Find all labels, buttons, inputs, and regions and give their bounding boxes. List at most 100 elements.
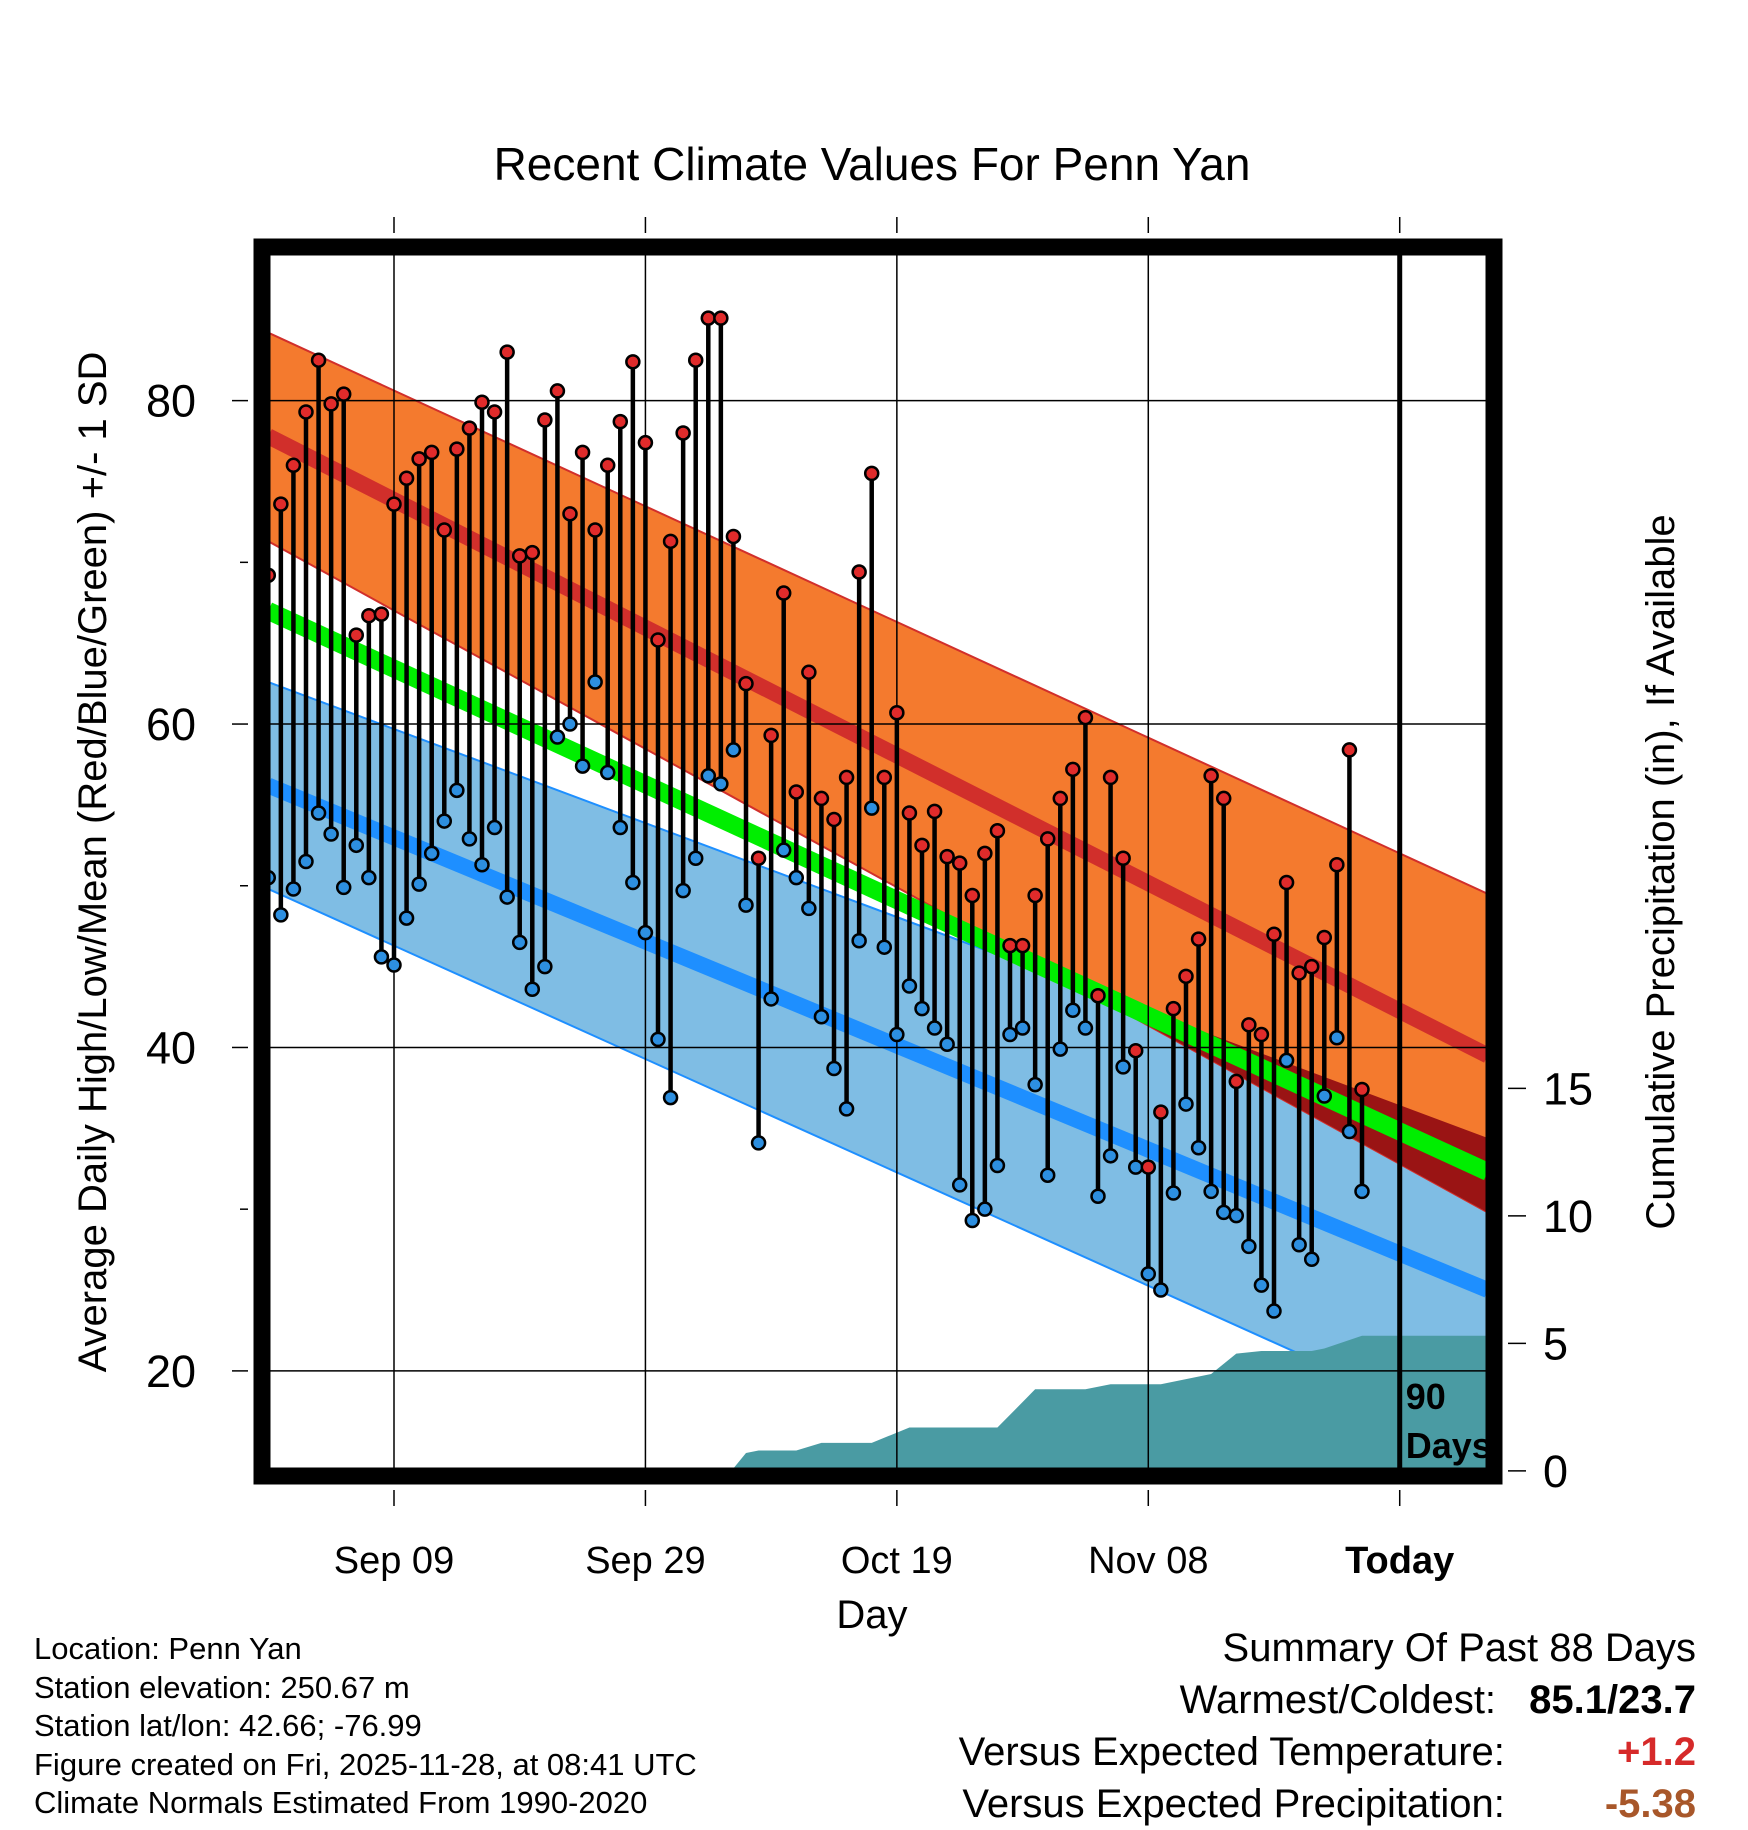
daily-low-point (1102, 1148, 1119, 1164)
temp-dev-row: Versus Expected Temperature: +1.2 (959, 1726, 1696, 1778)
daily-low-point (599, 764, 616, 781)
daily-high-point (1153, 1104, 1169, 1120)
daily-low-point (524, 981, 541, 998)
daily-low-point (423, 845, 440, 862)
daily-low-point (914, 1000, 930, 1017)
daily-high-point (1014, 937, 1031, 954)
daily-high-point (398, 470, 415, 486)
daily-low-point (1039, 1167, 1056, 1183)
daily-low-point (1014, 1020, 1031, 1036)
low-normal-line (265, 778, 1491, 1298)
daily-low-point (1253, 1277, 1270, 1293)
precip-dev-label: Versus Expected Precipitation: (962, 1782, 1505, 1826)
daily-high-point (612, 413, 629, 430)
daily-high-point (273, 496, 289, 512)
daily-high-point (1027, 887, 1043, 904)
daily-low-point (901, 978, 918, 994)
warm-cold-row: Warmest/Coldest: 85.1/23.7 (959, 1674, 1696, 1726)
y-tick-label: 40 (146, 1022, 196, 1073)
created-line: Figure created on Fri, 2025-11-28, at 08… (34, 1746, 697, 1782)
daily-high-point (562, 506, 578, 522)
daily-high-point (411, 451, 427, 467)
x-tick-label: Today (1345, 1540, 1454, 1582)
elevation-line: Station elevation: 250.67 m (34, 1669, 410, 1705)
daily-low-point (1153, 1282, 1169, 1298)
daily-high-point (1203, 768, 1219, 784)
precip-dev-row: Versus Expected Precipitation: -5.38 (959, 1778, 1696, 1830)
daily-low-point (1127, 1159, 1144, 1175)
daily-high-point (474, 394, 490, 410)
daily-high-point (1291, 965, 1307, 981)
daily-high-point (1102, 769, 1119, 786)
warm-cold-value: 85.1/23.7 (1529, 1678, 1696, 1722)
daily-high-point (1140, 1159, 1157, 1175)
daily-high-point (1215, 790, 1232, 807)
x-tick-label: Nov 08 (1088, 1540, 1208, 1582)
daily-low-point (323, 826, 339, 842)
latlon-line: Station lat/lon: 42.66; -76.99 (34, 1708, 422, 1743)
daily-high-point (310, 352, 327, 368)
daily-high-point (876, 769, 893, 786)
daily-high-point (675, 425, 691, 441)
daily-low-point (775, 842, 792, 858)
daily-high-point (1077, 709, 1094, 726)
temp-dev-value: +1.2 (1617, 1730, 1696, 1774)
daily-low-point (1203, 1183, 1219, 1200)
daily-high-point (1228, 1073, 1245, 1090)
daily-low-point (1228, 1207, 1245, 1224)
daily-high-point (1266, 926, 1282, 943)
daily-high-point (511, 548, 528, 564)
y2-tick-label: 5 (1543, 1318, 1568, 1369)
daily-low-point (335, 879, 352, 896)
daily-low-point (1354, 1183, 1370, 1200)
daily-low-point (562, 716, 578, 732)
daily-low-point (1329, 1030, 1345, 1046)
daily-low-point (549, 729, 566, 745)
daily-low-point (1266, 1303, 1282, 1319)
daily-high-point (1165, 1000, 1182, 1017)
daily-low-point (801, 900, 817, 917)
daily-low-point (713, 776, 729, 792)
daily-low-point (851, 932, 867, 949)
days-label-number: 90 (1406, 1376, 1446, 1417)
daily-high-point (788, 784, 805, 800)
daily-low-point (1291, 1237, 1307, 1253)
x-axis-label: Day (836, 1593, 907, 1637)
daily-high-point (1341, 742, 1358, 758)
daily-high-point (587, 522, 603, 538)
daily-low-point (977, 1201, 993, 1217)
y2-tick-label: 0 (1543, 1446, 1568, 1497)
daily-high-point (537, 412, 553, 428)
daily-high-point (1002, 937, 1018, 954)
y-axis-label: Average Daily High/Low/Mean (Red/Blue/Gr… (71, 352, 115, 1373)
daily-high-point (1090, 987, 1106, 1004)
daily-low-point (499, 889, 515, 905)
daily-high-point (889, 704, 905, 721)
daily-low-point (662, 1089, 679, 1106)
daily-high-point (423, 444, 440, 461)
daily-high-point (826, 811, 842, 828)
daily-low-point (738, 897, 754, 913)
daily-low-point (386, 957, 402, 973)
daily-low-point (687, 850, 704, 867)
daily-high-point (750, 850, 767, 867)
daily-low-point (625, 874, 641, 891)
daily-low-point (700, 768, 717, 784)
daily-low-point (298, 853, 314, 870)
daily-low-point (826, 1060, 842, 1077)
daily-high-point (361, 607, 377, 624)
y2-axis-label: Cumulative Precipitation (in), If Availa… (1639, 514, 1683, 1229)
daily-high-point (1278, 874, 1295, 891)
x-tick-label: Oct 19 (841, 1540, 953, 1582)
daily-low-point (1165, 1185, 1182, 1201)
daily-low-point (285, 881, 302, 897)
daily-high-point (1178, 968, 1194, 985)
daily-low-point (650, 1031, 666, 1048)
daily-low-point (989, 1157, 1006, 1174)
daily-low-point (373, 949, 390, 965)
daily-low-point (348, 837, 365, 854)
daily-low-point (587, 674, 603, 690)
daily-low-point (813, 1008, 830, 1025)
daily-low-point (675, 882, 691, 899)
daily-low-point (725, 742, 742, 758)
